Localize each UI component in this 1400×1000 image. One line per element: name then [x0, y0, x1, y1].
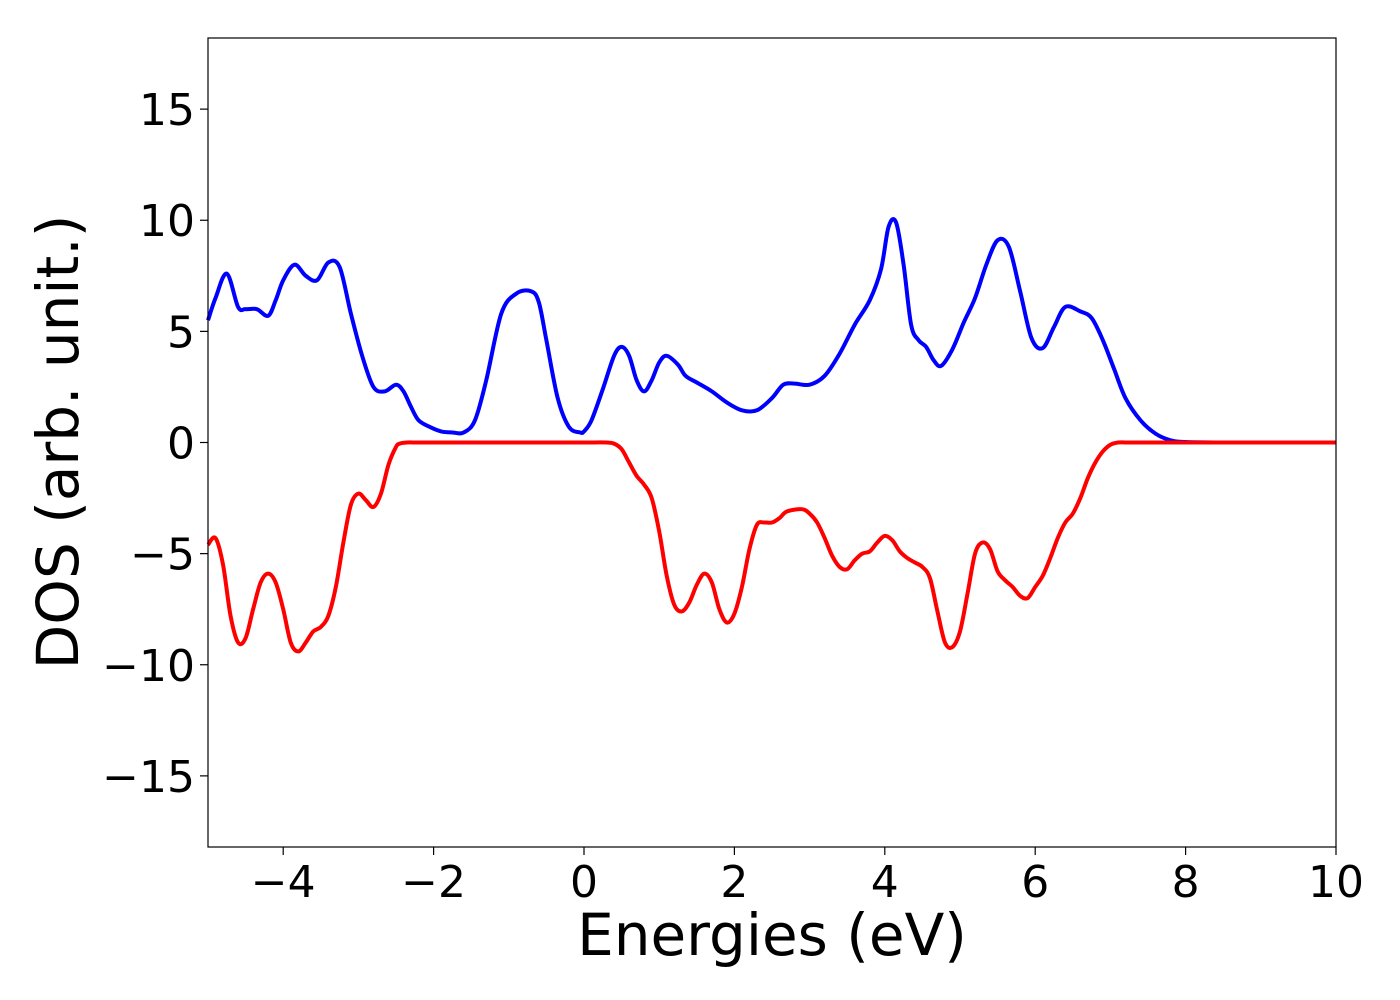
- series-line-2: [206, 440, 1336, 654]
- x-tick-label: 10: [1308, 857, 1364, 908]
- x-tick-label: 2: [720, 857, 748, 908]
- x-tick-label: 0: [570, 857, 598, 908]
- y-axis: 15 10 5 0 −5 −10 −15: [102, 85, 208, 803]
- y-tick-label: 0: [167, 419, 195, 470]
- x-tick-label: 4: [871, 857, 899, 908]
- y-tick-label: −10: [102, 641, 195, 692]
- y-tick-label: −5: [130, 530, 195, 581]
- y-tick-label: 15: [139, 85, 195, 136]
- y-tick-label: 5: [167, 307, 195, 358]
- y-axis-label: DOS (arb. unit.): [24, 215, 92, 670]
- x-tick-label: 6: [1021, 857, 1049, 908]
- x-tick-label: −4: [251, 857, 316, 908]
- y-tick-label: 10: [139, 196, 195, 247]
- x-axis: −4 −2 0 2 4 6 8 10: [251, 847, 1364, 908]
- series-line-1: [206, 217, 1336, 445]
- series-layer: [206, 217, 1336, 654]
- x-tick-label: 8: [1172, 857, 1200, 908]
- y-tick-label: −15: [102, 752, 195, 803]
- x-tick-label: −2: [401, 857, 466, 908]
- x-axis-label: Energies (eV): [577, 901, 967, 969]
